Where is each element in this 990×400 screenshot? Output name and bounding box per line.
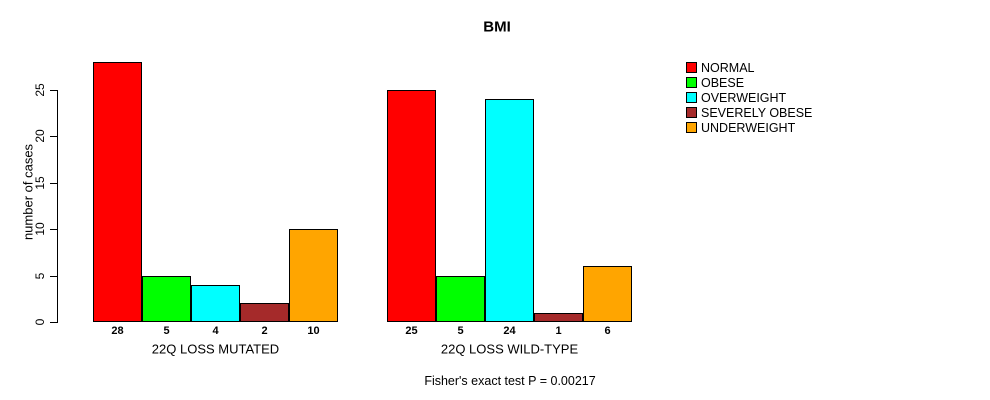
- bar-value-label: 5: [457, 325, 464, 337]
- bar-value-label: 4: [212, 325, 219, 337]
- legend-label: UNDERWEIGHT: [701, 120, 796, 135]
- bar-value-label: 25: [405, 325, 418, 337]
- y-axis-tick: [50, 322, 57, 323]
- bar-underweight: [583, 266, 632, 322]
- bar-normal: [387, 90, 436, 322]
- bar-overweight: [191, 285, 240, 322]
- y-axis-tick: [50, 229, 57, 230]
- legend-swatch-severely-obese: [686, 107, 697, 118]
- bar-underweight: [289, 229, 338, 322]
- legend-label: OVERWEIGHT: [701, 90, 787, 105]
- legend-swatch-normal: [686, 62, 697, 73]
- y-axis-tick-label: 25: [33, 83, 47, 97]
- legend-swatch-underweight: [686, 122, 697, 133]
- y-axis-tick-label: 20: [33, 129, 47, 143]
- bar-value-label: 24: [503, 325, 516, 337]
- bar-value-label: 5: [163, 325, 170, 337]
- annotation-text: Fisher's exact test P = 0.00217: [424, 374, 596, 388]
- bar-value-label: 2: [261, 325, 268, 337]
- y-axis-tick: [50, 136, 57, 137]
- x-axis-group-label: 22Q LOSS MUTATED: [151, 341, 280, 357]
- bar-value-label: 10: [307, 325, 320, 337]
- y-axis-tick-label: 15: [33, 176, 47, 190]
- bar-obese: [142, 276, 191, 322]
- chart-title: BMI: [483, 18, 511, 36]
- y-axis-tick: [50, 276, 57, 277]
- x-axis-group-label: 22Q LOSS WILD-TYPE: [440, 341, 579, 357]
- bar-value-label: 6: [604, 325, 611, 337]
- bar-overweight: [485, 99, 534, 322]
- legend-swatch-obese: [686, 77, 697, 88]
- bar-obese: [436, 276, 485, 322]
- bar-normal: [93, 62, 142, 322]
- y-axis-tick: [50, 183, 57, 184]
- bar-value-label: 1: [555, 325, 562, 337]
- legend-label: NORMAL: [701, 60, 755, 75]
- legend-label: SEVERELY OBESE: [701, 105, 813, 120]
- y-axis-tick-label: 0: [33, 318, 47, 326]
- legend-label: OBESE: [701, 75, 745, 90]
- legend-swatch-overweight: [686, 92, 697, 103]
- y-axis-line: [57, 90, 58, 323]
- bar-value-label: 28: [111, 325, 124, 337]
- bar-severely-obese: [534, 313, 583, 322]
- y-axis-tick: [50, 90, 57, 91]
- bar-severely-obese: [240, 303, 289, 322]
- y-axis-tick-label: 10: [33, 222, 47, 236]
- y-axis-tick-label: 5: [33, 272, 47, 280]
